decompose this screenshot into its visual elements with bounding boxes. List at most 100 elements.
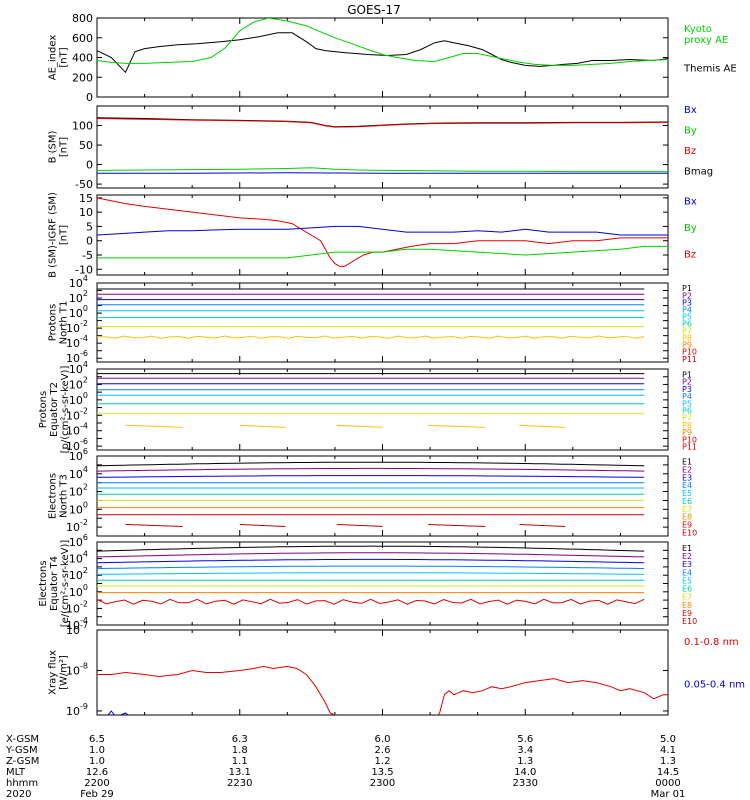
series-E5 (97, 572, 645, 575)
tick-value: 1.0 (89, 745, 105, 756)
tick-value: 3.4 (517, 745, 533, 756)
tick-value: 1.3 (517, 756, 533, 767)
legend-entry: E7 (682, 505, 692, 514)
y-axis-label: [nT] (59, 225, 70, 245)
legend-entry: P3 (682, 385, 692, 394)
legend-entry: Bx (684, 196, 697, 207)
y-tick-exponent: -4 (80, 334, 88, 343)
y-axis-label: North T1 (59, 301, 70, 345)
legend-entry: Bz (684, 250, 696, 261)
y-tick-label: 102 (69, 375, 88, 391)
legend-entry: P2 (682, 291, 692, 300)
legend-entry: P1 (682, 284, 692, 293)
tick-value: 1.2 (375, 756, 391, 767)
panel-frame (96, 194, 669, 276)
legend-entry: proxy AE (684, 35, 728, 46)
legend-entry: Themis AE (683, 63, 737, 74)
tick-value: 1.0 (89, 756, 105, 767)
legend-entry: P6 (682, 407, 692, 416)
y-tick-exponent: -4 (80, 422, 88, 431)
tick-value: 2330 (513, 778, 538, 789)
bottom-axis-table: X-GSMY-GSMZ-GSMMLThhmm20206.51.01.012.62… (5, 734, 685, 800)
y-axis-label: AE_index (48, 35, 59, 81)
tick-value: 2300 (370, 778, 395, 789)
panel-series (97, 461, 645, 527)
legend-entry: E4 (682, 481, 692, 490)
legend-entry: E8 (682, 601, 692, 610)
y-tick-exponent: 2 (83, 289, 88, 298)
tick-value: 2.6 (375, 745, 391, 756)
panel-series (97, 373, 645, 428)
series-E1 (97, 545, 645, 552)
y-axis-label: [e/(cm²-s-sr-keV)] (60, 540, 71, 628)
legend-entry: E3 (682, 560, 692, 569)
y-tick-exponent: -2 (80, 406, 88, 415)
legend-entry: P5 (682, 399, 692, 408)
y-tick-exponent: 2 (83, 375, 88, 384)
panel-series (97, 288, 645, 339)
tick-value: 1.1 (232, 756, 248, 767)
row-label: Y-GSM (5, 745, 38, 756)
y-axis-label: Equator T4 (49, 556, 60, 611)
series-E10 (519, 523, 566, 527)
series-E3 (97, 475, 645, 478)
y-tick-label: 104 (69, 465, 88, 481)
tick-value: Feb 29 (80, 789, 114, 800)
series-0.1-0.8-nm (97, 665, 337, 715)
series-P8 (239, 424, 286, 428)
y-tick-label: 10-7 (66, 621, 88, 637)
y-axis-label: [W/m²] (59, 655, 70, 690)
y-axis-label: B (SM)-IGRF (SM) (48, 192, 59, 278)
legend-entry: P9 (682, 341, 692, 350)
y-tick-exponent: -8 (80, 661, 88, 670)
legend-entry: P3 (682, 298, 692, 307)
tick-value: 14.0 (514, 767, 536, 778)
y-tick-label: -10 (75, 263, 93, 276)
panel-series (97, 117, 668, 174)
panel-frame (96, 629, 669, 716)
y-tick-exponent: 6 (83, 447, 88, 456)
series-E9 (97, 598, 645, 605)
series-E3 (97, 558, 645, 564)
y-tick-exponent: 6 (83, 533, 88, 542)
series-P8 (125, 424, 183, 428)
legend-entry: Bmag (684, 167, 713, 178)
series-E2 (97, 552, 645, 558)
series-Themis-AE (97, 32, 668, 74)
y-tick-exponent: -2 (80, 518, 88, 527)
legend-entry: E2 (682, 466, 692, 475)
row-label: Z-GSM (6, 756, 39, 767)
legend-entry: P11 (682, 443, 697, 452)
y-tick-label: 100 (69, 391, 88, 407)
tick-value: 1.3 (660, 756, 676, 767)
y-tick-label: 104 (69, 360, 88, 376)
plot-title: GOES-17 (347, 3, 401, 17)
legend-entry: P7 (682, 327, 692, 336)
y-tick-exponent: 4 (83, 550, 88, 559)
legend-entry: E6 (682, 585, 692, 594)
y-tick-exponent: 0 (83, 583, 88, 592)
tick-value: 6.3 (232, 734, 248, 745)
y-axis-label: Protons (48, 304, 59, 341)
tick-value: 13.5 (371, 767, 393, 778)
y-tick-label: -50 (75, 178, 93, 191)
y-tick-exponent: 4 (83, 274, 88, 283)
y-tick-label: 0 (86, 159, 93, 172)
legend-entry: P10 (682, 435, 697, 444)
series-P8 (336, 424, 383, 428)
y-tick-label: 102 (69, 289, 88, 305)
legend-entry: P4 (682, 305, 692, 314)
legend-entry: E5 (682, 576, 692, 585)
legend-entry: E6 (682, 497, 692, 506)
tick-value: 6.0 (375, 734, 391, 745)
y-tick-label: 106 (69, 447, 88, 463)
y-tick-exponent: -9 (80, 702, 88, 711)
panel-series (97, 18, 668, 74)
